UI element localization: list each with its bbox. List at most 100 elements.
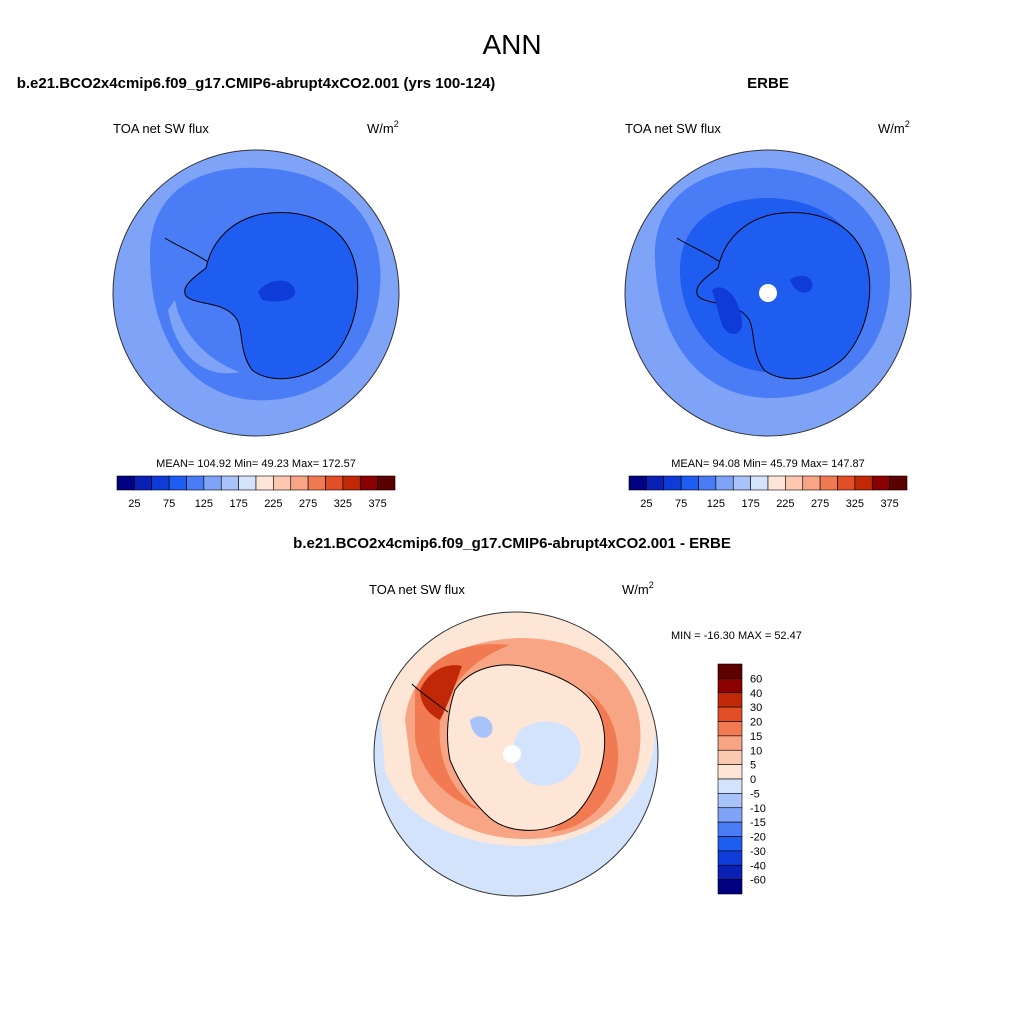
colorbar-tick-label: -5 <box>750 788 760 800</box>
colorbar-tick-label: 25 <box>640 498 652 510</box>
map-erbe-border <box>624 149 912 437</box>
colorbar-swatch <box>290 475 309 491</box>
colorbar-swatch <box>238 475 257 491</box>
colorbar-difference: 60 40 30 20 15 10 5 0 -5 -10 -15 -20 -30 -40 -60 <box>717 663 766 895</box>
colorbar-swatch <box>168 475 187 491</box>
map-diff-warm-band-east <box>550 690 619 832</box>
colorbar-tick-label: 275 <box>299 498 317 510</box>
map-difference <box>374 612 658 896</box>
panel-model-stats: MEAN= 104.92 Min= 49.23 Max= 172.57 <box>156 458 356 470</box>
colorbar-swatch <box>717 706 743 722</box>
map-model <box>113 150 399 436</box>
colorbar-swatch <box>837 475 856 491</box>
colorbar-swatch <box>717 778 743 794</box>
colorbar-swatch <box>680 475 699 491</box>
colorbar-tick-label: -60 <box>750 875 766 887</box>
colorbar-swatch <box>750 475 769 491</box>
map-difference-border <box>373 611 659 897</box>
map-plateau-min-2 <box>790 275 813 293</box>
colorbar-tick-label: 75 <box>675 498 687 510</box>
colorbar-tick-label: 125 <box>195 498 213 510</box>
colorbar-swatch <box>717 678 743 694</box>
colorbar-swatch <box>715 475 734 491</box>
colorbar-swatch <box>151 475 170 491</box>
colorbar-swatch <box>325 475 344 491</box>
colorbar-swatch <box>717 764 743 780</box>
panel-erbe: ERBE TOA net SW flux W/m2 MEAN= 94.08 Mi… <box>624 75 912 510</box>
panel-model-units: W/m2 <box>367 119 399 136</box>
colorbar-swatch <box>717 879 743 895</box>
panel-model: b.e21.BCO2x4cmip6.f09_g17.CMIP6-abrupt4x… <box>17 75 496 510</box>
panel-model-title: b.e21.BCO2x4cmip6.f09_g17.CMIP6-abrupt4x… <box>17 75 496 92</box>
panel-erbe-units: W/m2 <box>878 119 910 136</box>
colorbar-swatch <box>220 475 239 491</box>
colorbar-swatch <box>646 475 665 491</box>
units-base: W/m <box>622 582 649 597</box>
map-peninsula <box>676 237 721 263</box>
map-polar-gap <box>503 745 521 763</box>
colorbar-tick-label: 10 <box>750 745 762 757</box>
colorbar-tick-label: -10 <box>750 803 766 815</box>
colorbar-tick-label: 125 <box>707 498 725 510</box>
colorbar-swatch <box>717 663 743 679</box>
units-exponent: 2 <box>649 580 654 590</box>
colorbar-swatch <box>767 475 786 491</box>
colorbar-tick-label: 325 <box>334 498 352 510</box>
colorbar-swatch <box>307 475 326 491</box>
colorbar-swatch <box>717 735 743 751</box>
colorbar-swatch <box>889 475 908 491</box>
colorbar-tick-label: 175 <box>229 498 247 510</box>
colorbar-tick-label: 0 <box>750 774 756 786</box>
colorbar-swatch <box>698 475 717 491</box>
colorbar-swatch <box>785 475 804 491</box>
units-exponent: 2 <box>905 119 910 129</box>
map-polar-gap <box>759 284 777 302</box>
units-base: W/m <box>878 121 905 136</box>
colorbar-swatch <box>717 836 743 852</box>
panel-model-variable: TOA net SW flux <box>113 121 209 136</box>
colorbar-swatch <box>134 475 153 491</box>
colorbar-swatch <box>663 475 682 491</box>
colorbar-swatch <box>359 475 378 491</box>
map-peninsula <box>164 237 209 263</box>
panel-difference-stats: MIN = -16.30 MAX = 52.47 <box>671 630 802 642</box>
colorbar-swatch <box>273 475 292 491</box>
colorbar-swatch <box>802 475 821 491</box>
colorbar-tick-label: 325 <box>846 498 864 510</box>
colorbar-tick-label: 75 <box>163 498 175 510</box>
colorbar-tick-label: 175 <box>741 498 759 510</box>
colorbar-swatch <box>871 475 890 491</box>
colorbar-swatch <box>377 475 396 491</box>
panel-difference-units: W/m2 <box>622 580 654 597</box>
colorbar-swatch <box>628 475 647 491</box>
map-diff-cold-spot <box>470 716 493 738</box>
colorbar-tick-label: -30 <box>750 846 766 858</box>
colorbar-swatch <box>186 475 205 491</box>
colorbar-swatch <box>717 692 743 708</box>
panel-difference-variable: TOA net SW flux <box>369 582 465 597</box>
panel-difference: b.e21.BCO2x4cmip6.f09_g17.CMIP6-abrupt4x… <box>293 535 802 897</box>
map-model-border <box>112 149 400 437</box>
colorbar-tick-label: -20 <box>750 832 766 844</box>
colorbar-swatch <box>717 793 743 809</box>
panel-erbe-title: ERBE <box>747 75 789 92</box>
map-peninsula <box>411 683 449 713</box>
colorbar-model: 25 75 125 175 225 275 325 375 <box>116 475 396 510</box>
colorbar-tick-label: 225 <box>776 498 794 510</box>
panel-erbe-stats: MEAN= 94.08 Min= 45.79 Max= 147.87 <box>671 458 865 470</box>
colorbar-swatch <box>342 475 361 491</box>
colorbar-tick-label: 30 <box>750 702 762 714</box>
colorbar-swatch <box>255 475 274 491</box>
colorbar-erbe: 25 75 125 175 225 275 325 375 <box>628 475 908 510</box>
colorbar-swatch <box>203 475 222 491</box>
panel-erbe-variable: TOA net SW flux <box>625 121 721 136</box>
colorbar-swatch <box>717 749 743 765</box>
colorbar-tick-label: 40 <box>750 688 762 700</box>
colorbar-tick-label: 225 <box>264 498 282 510</box>
map-erbe <box>625 150 911 436</box>
map-plateau-min <box>258 280 296 302</box>
map-plateau-min <box>712 287 743 335</box>
units-base: W/m <box>367 121 394 136</box>
map-diff-max-spot <box>420 665 462 720</box>
colorbar-swatch <box>717 807 743 823</box>
